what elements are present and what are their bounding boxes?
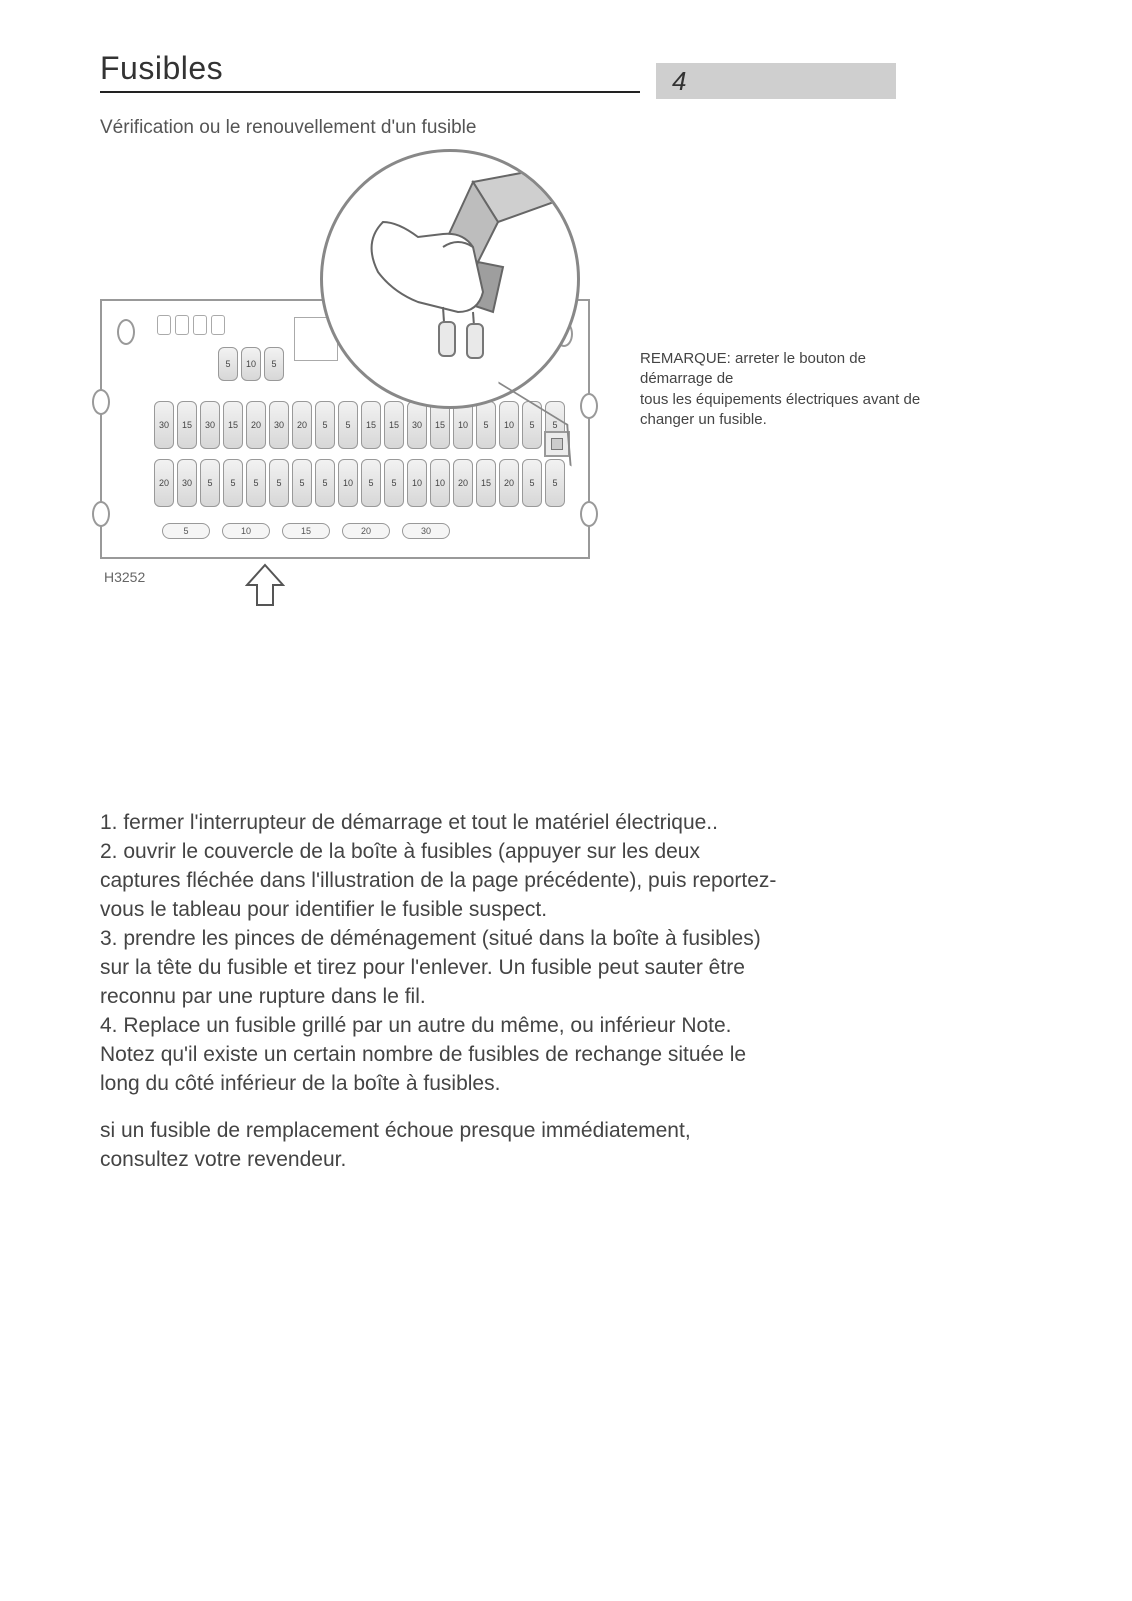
spare-fuse: 20 [342, 523, 390, 539]
spare-fuse: 30 [402, 523, 450, 539]
fuse-slot: 5 [338, 401, 358, 449]
fuse-slot: 5 [223, 459, 243, 507]
fuse-slot: 10 [241, 347, 261, 381]
mount-hole-icon [117, 319, 135, 345]
fuse-slot: 20 [453, 459, 473, 507]
fuse-slot: 5 [476, 401, 496, 449]
fuse-slot: 30 [407, 401, 427, 449]
fuse-slot: 20 [154, 459, 174, 507]
fuse-slot: 20 [292, 401, 312, 449]
instructions-block: 1. fermer l'interrupteur de démarrage et… [100, 809, 780, 1175]
fuse-slot: 5 [246, 459, 266, 507]
fuse-slot: 5 [218, 347, 238, 381]
fuse-slot: 15 [384, 401, 404, 449]
spare-fuse-row: 5 10 15 20 30 [162, 523, 450, 539]
fuse-slot: 15 [476, 459, 496, 507]
remark-line: REMARQUE: arreter le bouton de démarrage… [640, 349, 940, 390]
fuse-slot: 5 [269, 459, 289, 507]
fuse-slot: 15 [177, 401, 197, 449]
mount-hole-icon [580, 501, 598, 527]
section-subtitle: Vérification ou le renouvellement d'un f… [100, 117, 1072, 139]
fuse-slot: 10 [430, 459, 450, 507]
remark-note: REMARQUE: arreter le bouton de démarrage… [640, 349, 940, 430]
fuse-slot: 5 [522, 459, 542, 507]
figure-id-label: H3252 [104, 569, 145, 585]
connector-block [157, 315, 225, 335]
instruction-paragraph: 1. fermer l'interrupteur de démarrage et… [100, 809, 780, 1099]
fuse-slot: 20 [246, 401, 266, 449]
fuse-slot: 30 [200, 401, 220, 449]
fuse-slot: 5 [264, 347, 284, 381]
fuse-slot: 20 [499, 459, 519, 507]
spare-fuse: 15 [282, 523, 330, 539]
fuse-slot: 5 [315, 459, 335, 507]
remark-line: tous les équipements électriques avant d… [640, 390, 940, 431]
page-number: 4 [672, 66, 686, 97]
title-rule [100, 91, 640, 93]
instruction-paragraph: si un fusible de remplacement échoue pre… [100, 1117, 780, 1175]
fuse-slot: 5 [292, 459, 312, 507]
fuse-slot: 30 [269, 401, 289, 449]
detail-circle [320, 149, 580, 409]
mount-hole-icon [92, 389, 110, 415]
fuse-row-top-small: 5105 [218, 347, 284, 381]
fuse-slot: 15 [361, 401, 381, 449]
fuse-slot: 5 [545, 459, 565, 507]
spare-fuse: 5 [162, 523, 210, 539]
page-title: Fusibles [100, 50, 640, 87]
figure: 5105 3015301520302055151530151051055 203… [100, 169, 1072, 659]
manual-page: Fusibles 4 Vérification ou le renouvelle… [0, 0, 1132, 1601]
fuse-slot: 30 [154, 401, 174, 449]
page-number-box: 4 [656, 63, 896, 99]
fuse-slot: 5 [361, 459, 381, 507]
fuse-slot: 30 [177, 459, 197, 507]
mount-hole-icon [92, 501, 110, 527]
fuse-slot: 5 [200, 459, 220, 507]
hand-pulling-fuse-icon [323, 152, 580, 409]
arrow-up-icon [245, 563, 285, 612]
fuse-slot: 10 [338, 459, 358, 507]
fuse-row-2: 20305555551055101020152055 [154, 459, 565, 507]
title-block: Fusibles [100, 50, 640, 93]
fuse-slot: 10 [407, 459, 427, 507]
fuse-slot: 5 [384, 459, 404, 507]
mount-hole-icon [580, 393, 598, 419]
fuse-slot: 5 [315, 401, 335, 449]
header: Fusibles 4 [100, 50, 1072, 93]
fuse-slot: 15 [223, 401, 243, 449]
spare-fuse: 10 [222, 523, 270, 539]
